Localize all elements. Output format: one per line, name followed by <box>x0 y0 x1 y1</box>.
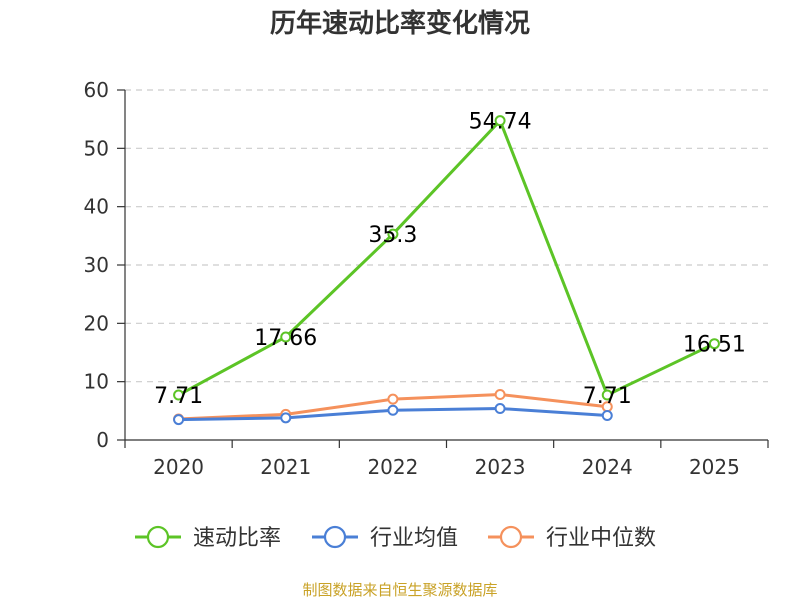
data-label: 7.71 <box>583 384 632 409</box>
axes: 0 10 20 30 40 50 60 2020 2021 2022 2023 2024 2025 <box>84 78 769 479</box>
grid-lines <box>125 89 768 383</box>
series-lines <box>173 115 720 426</box>
data-label: 35.3 <box>368 223 417 248</box>
x-tick-label: 2023 <box>475 455 526 479</box>
data-point <box>280 412 292 424</box>
y-tick-label: 30 <box>84 253 109 277</box>
x-tick-label: 2020 <box>153 455 204 479</box>
data-point <box>387 393 399 405</box>
data-point <box>494 115 506 127</box>
legend-label: 行业均值 <box>370 526 458 551</box>
data-label: 17.66 <box>254 326 317 351</box>
y-tick-label: 20 <box>84 311 109 335</box>
y-tick-label: 60 <box>84 78 109 102</box>
legend-label: 行业中位数 <box>546 526 656 551</box>
legend-label: 速动比率 <box>193 526 281 551</box>
legend-marker-icon <box>323 525 347 549</box>
chart-title: 历年速动比率变化情况 <box>270 8 530 39</box>
legend-marker-icon <box>499 525 523 549</box>
data-point <box>601 410 613 421</box>
legend-marker-icon <box>146 525 170 549</box>
data-labels: 7.71 17.66 35.3 54.74 7.71 16.51 <box>154 110 746 409</box>
y-tick-label: 40 <box>84 195 109 219</box>
data-point <box>494 403 506 414</box>
legend: 速动比率 行业均值 行业中位数 <box>135 525 656 551</box>
data-point <box>173 389 185 401</box>
series-line <box>177 119 716 397</box>
legend-item[interactable]: 行业均值 <box>312 525 458 551</box>
x-tick-label: 2022 <box>367 455 418 479</box>
x-tick-label: 2025 <box>689 455 740 479</box>
x-tick-label: 2024 <box>582 455 633 479</box>
data-point <box>708 338 720 350</box>
data-point <box>601 389 613 401</box>
data-point <box>494 389 506 400</box>
data-point <box>387 404 399 416</box>
data-label: 16.51 <box>683 333 746 358</box>
x-tick-label: 2021 <box>260 455 311 479</box>
y-tick-label: 10 <box>84 370 109 394</box>
legend-item[interactable]: 速动比率 <box>135 525 281 551</box>
data-label: 7.71 <box>154 384 203 409</box>
data-point <box>387 228 399 240</box>
y-tick-label: 0 <box>96 428 109 452</box>
data-label: 54.74 <box>469 110 532 135</box>
y-tick-label: 50 <box>84 136 109 160</box>
source-text: 制图数据来自恒生聚源数据库 <box>302 581 497 599</box>
data-point <box>173 414 185 426</box>
data-point <box>280 331 292 343</box>
legend-item[interactable]: 行业中位数 <box>488 525 656 551</box>
